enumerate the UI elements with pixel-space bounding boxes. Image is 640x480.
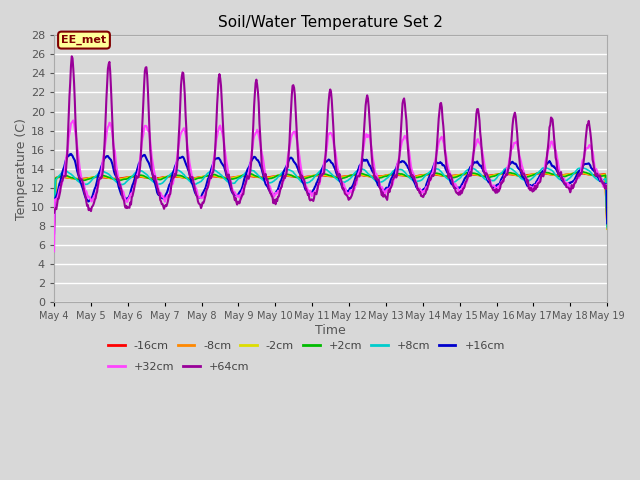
Title: Soil/Water Temperature Set 2: Soil/Water Temperature Set 2 bbox=[218, 15, 443, 30]
Legend: +32cm, +64cm: +32cm, +64cm bbox=[104, 358, 253, 376]
Text: EE_met: EE_met bbox=[61, 35, 106, 45]
X-axis label: Time: Time bbox=[316, 324, 346, 337]
Y-axis label: Temperature (C): Temperature (C) bbox=[15, 118, 28, 220]
